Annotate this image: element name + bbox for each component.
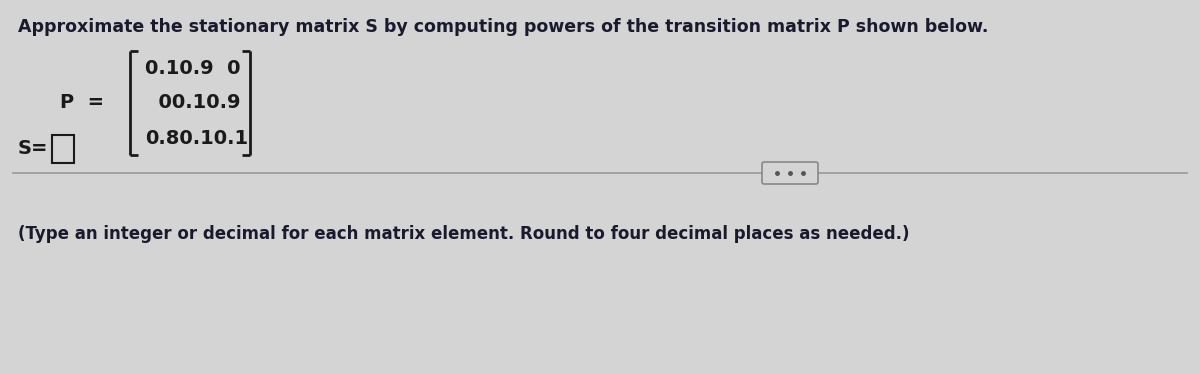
Text: (Type an integer or decimal for each matrix element. Round to four decimal place: (Type an integer or decimal for each mat… <box>18 225 910 243</box>
Text: P  =: P = <box>60 94 104 113</box>
Text: Approximate the stationary matrix S by computing powers of the transition matrix: Approximate the stationary matrix S by c… <box>18 18 989 36</box>
Text: 00.10.9: 00.10.9 <box>145 94 240 113</box>
Text: 0.80.10.1: 0.80.10.1 <box>145 129 248 147</box>
Text: 0.10.9  0: 0.10.9 0 <box>145 59 240 78</box>
Bar <box>52 135 74 163</box>
Text: S=: S= <box>18 138 48 157</box>
FancyBboxPatch shape <box>762 162 818 184</box>
